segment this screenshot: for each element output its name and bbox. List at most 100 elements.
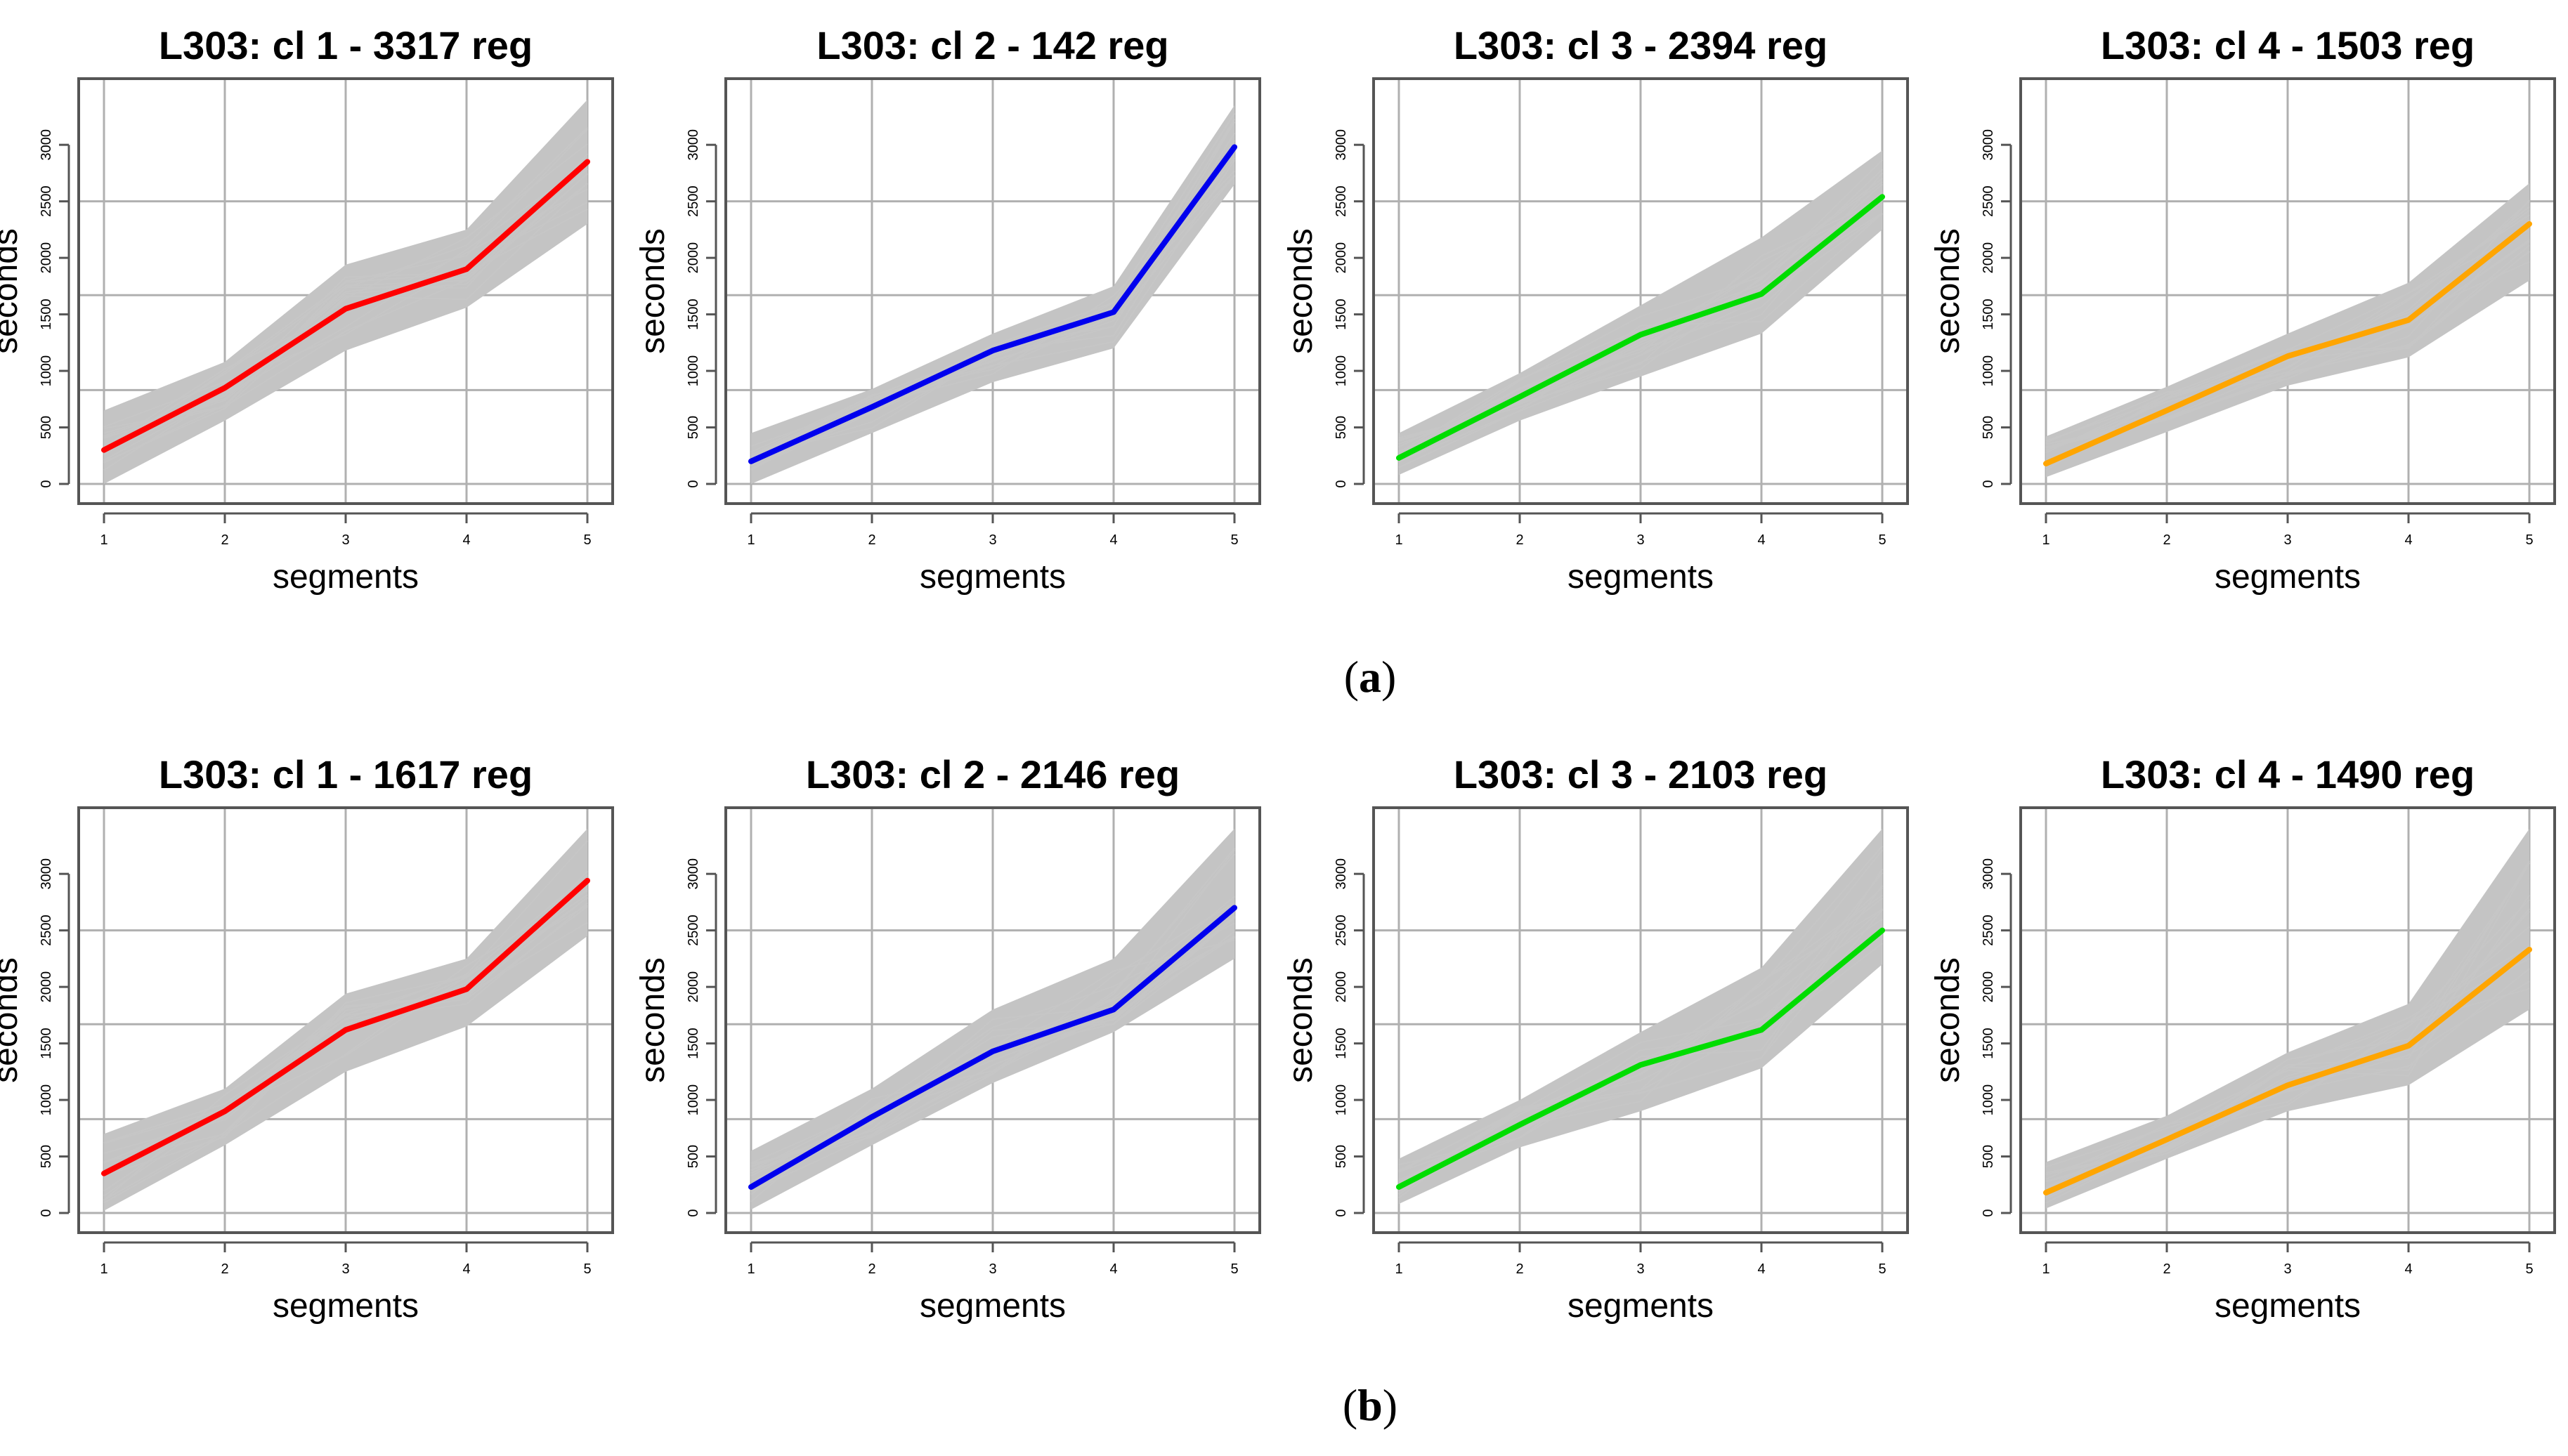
x-axis-title: segments [1567, 558, 1714, 596]
y-tick-label: 3000 [1334, 129, 1349, 161]
y-tick-label: 1000 [39, 1084, 54, 1116]
y-tick-label: 2000 [1334, 971, 1349, 1003]
y-tick-label: 0 [686, 1209, 701, 1216]
x-tick-label: 3 [2283, 532, 2291, 548]
chart-title: L303: cl 2 - 142 reg [816, 23, 1168, 67]
y-tick-label: 0 [1981, 480, 1996, 487]
y-tick-label: 2500 [1334, 185, 1349, 217]
cluster-member-line [1398, 169, 1883, 454]
y-tick-label: 1500 [686, 299, 701, 330]
x-tick-label: 2 [221, 532, 228, 548]
cluster-member-line [2045, 200, 2530, 442]
cluster-member-line [103, 874, 588, 1204]
cluster-member-line [750, 159, 1235, 456]
x-tick-label: 1 [100, 532, 107, 548]
x-tick-label: 5 [583, 532, 591, 548]
y-tick-label: 1000 [1981, 355, 1996, 387]
series-line-centroid [748, 905, 1237, 1190]
x-tick-label: 5 [1878, 1261, 1886, 1277]
y-axis-title: seconds [1282, 228, 1319, 354]
chart-panel-b-1: L303: cl 1 - 1617 reg 0 500 1000 1500 2000 250… [0, 752, 614, 1325]
y-tick-label: 1500 [39, 299, 54, 330]
y-tick-label: 0 [686, 480, 701, 487]
x-tick-label: 5 [583, 1261, 591, 1277]
x-tick-label: 4 [462, 1261, 470, 1277]
chart-panel-b-4: L303: cl 4 - 1490 reg 0 500 1000 1500 2000 250… [1929, 752, 2556, 1325]
panel-label-b: (b) [1343, 1380, 1397, 1430]
x-axis-title: segments [2215, 1287, 2361, 1325]
chart-panel-a-1: L303: cl 1 - 3317 reg 0 500 1000 1500 2000 250… [0, 23, 614, 596]
x-tick-label: 3 [2283, 1261, 2291, 1277]
x-tick-label: 1 [747, 1261, 755, 1277]
y-tick-label: 500 [1981, 1145, 1996, 1168]
y-tick-label: 500 [1334, 416, 1349, 439]
x-tick-label: 1 [100, 1261, 107, 1277]
x-tick-label: 4 [1757, 1261, 1765, 1277]
x-tick-label: 4 [1109, 532, 1117, 548]
cluster-member-line [1398, 934, 1883, 1173]
plot-frame [77, 77, 614, 505]
y-tick-label: 2000 [39, 971, 54, 1003]
cluster-member-band [2046, 183, 2529, 478]
y-tick-label: 1500 [39, 1028, 54, 1059]
y-tick-label: 3000 [1334, 858, 1349, 890]
y-axis-title: seconds [1282, 957, 1319, 1083]
x-tick-label: 1 [2042, 532, 2049, 548]
series-line-centroid [748, 144, 1237, 464]
chart-panel-a-2: L303: cl 2 - 142 reg 0 500 1000 1500 2000 2500… [634, 23, 1261, 596]
cluster-member-line [103, 896, 588, 1201]
cluster-member-line [103, 183, 588, 471]
cluster-member-line [1398, 202, 1883, 463]
series-line-centroid [101, 877, 590, 1176]
x-tick-label: 2 [868, 532, 875, 548]
chart-title: L303: cl 4 - 1503 reg [2101, 23, 2475, 67]
cluster-member-line [750, 896, 1235, 1188]
y-tick-label: 0 [1334, 1209, 1349, 1216]
cluster-member-line [1398, 213, 1883, 463]
cluster-member-line [2045, 863, 2530, 1200]
y-tick-label: 1000 [1334, 1084, 1349, 1116]
x-tick-label: 1 [2042, 1261, 2049, 1277]
x-tick-label: 2 [1516, 1261, 1523, 1277]
x-axis-title: segments [920, 558, 1066, 596]
series-line-centroid [1396, 927, 1885, 1190]
x-tick-label: 3 [341, 532, 349, 548]
x-tick-label: 2 [2163, 532, 2170, 548]
cluster-member-line [1398, 943, 1883, 1183]
cluster-member-line [750, 119, 1235, 460]
chart-title: L303: cl 2 - 2146 reg [806, 752, 1180, 796]
y-tick-label: 1000 [1334, 355, 1349, 387]
cluster-member-line [750, 853, 1235, 1174]
plot-frame [2019, 77, 2556, 505]
x-tick-label: 5 [2525, 532, 2533, 548]
y-tick-label: 2000 [39, 242, 54, 274]
x-axis-title: segments [920, 1287, 1066, 1325]
x-axis-title: segments [273, 558, 419, 596]
x-axis-title: segments [273, 1287, 419, 1325]
cluster-member-line [103, 126, 588, 464]
cluster-member-line [103, 202, 588, 428]
chart-title: L303: cl 3 - 2103 reg [1454, 752, 1827, 796]
y-tick-label: 1000 [1981, 1084, 1996, 1116]
series-line-centroid [101, 159, 590, 453]
cluster-member-line [103, 209, 588, 454]
y-tick-label: 1000 [686, 1084, 701, 1116]
y-tick-label: 500 [686, 1145, 701, 1168]
y-tick-label: 1500 [1334, 1028, 1349, 1059]
chart-title: L303: cl 3 - 2394 reg [1454, 23, 1827, 67]
cluster-member-line [103, 157, 588, 452]
y-tick-label: 500 [39, 1145, 54, 1168]
plot-frame [77, 806, 614, 1234]
y-tick-label: 1000 [39, 355, 54, 387]
cluster-member-line [1398, 195, 1883, 461]
y-tick-label: 500 [1334, 1145, 1349, 1168]
y-tick-label: 2000 [1981, 971, 1996, 1003]
cluster-member-line [103, 182, 588, 463]
y-tick-label: 2500 [686, 185, 701, 217]
x-tick-label: 3 [1636, 1261, 1644, 1277]
x-tick-label: 2 [868, 1261, 875, 1277]
cluster-member-line [103, 879, 588, 1144]
cluster-member-line [1398, 172, 1883, 468]
cluster-member-line [750, 922, 1235, 1195]
x-tick-label: 3 [989, 1261, 996, 1277]
